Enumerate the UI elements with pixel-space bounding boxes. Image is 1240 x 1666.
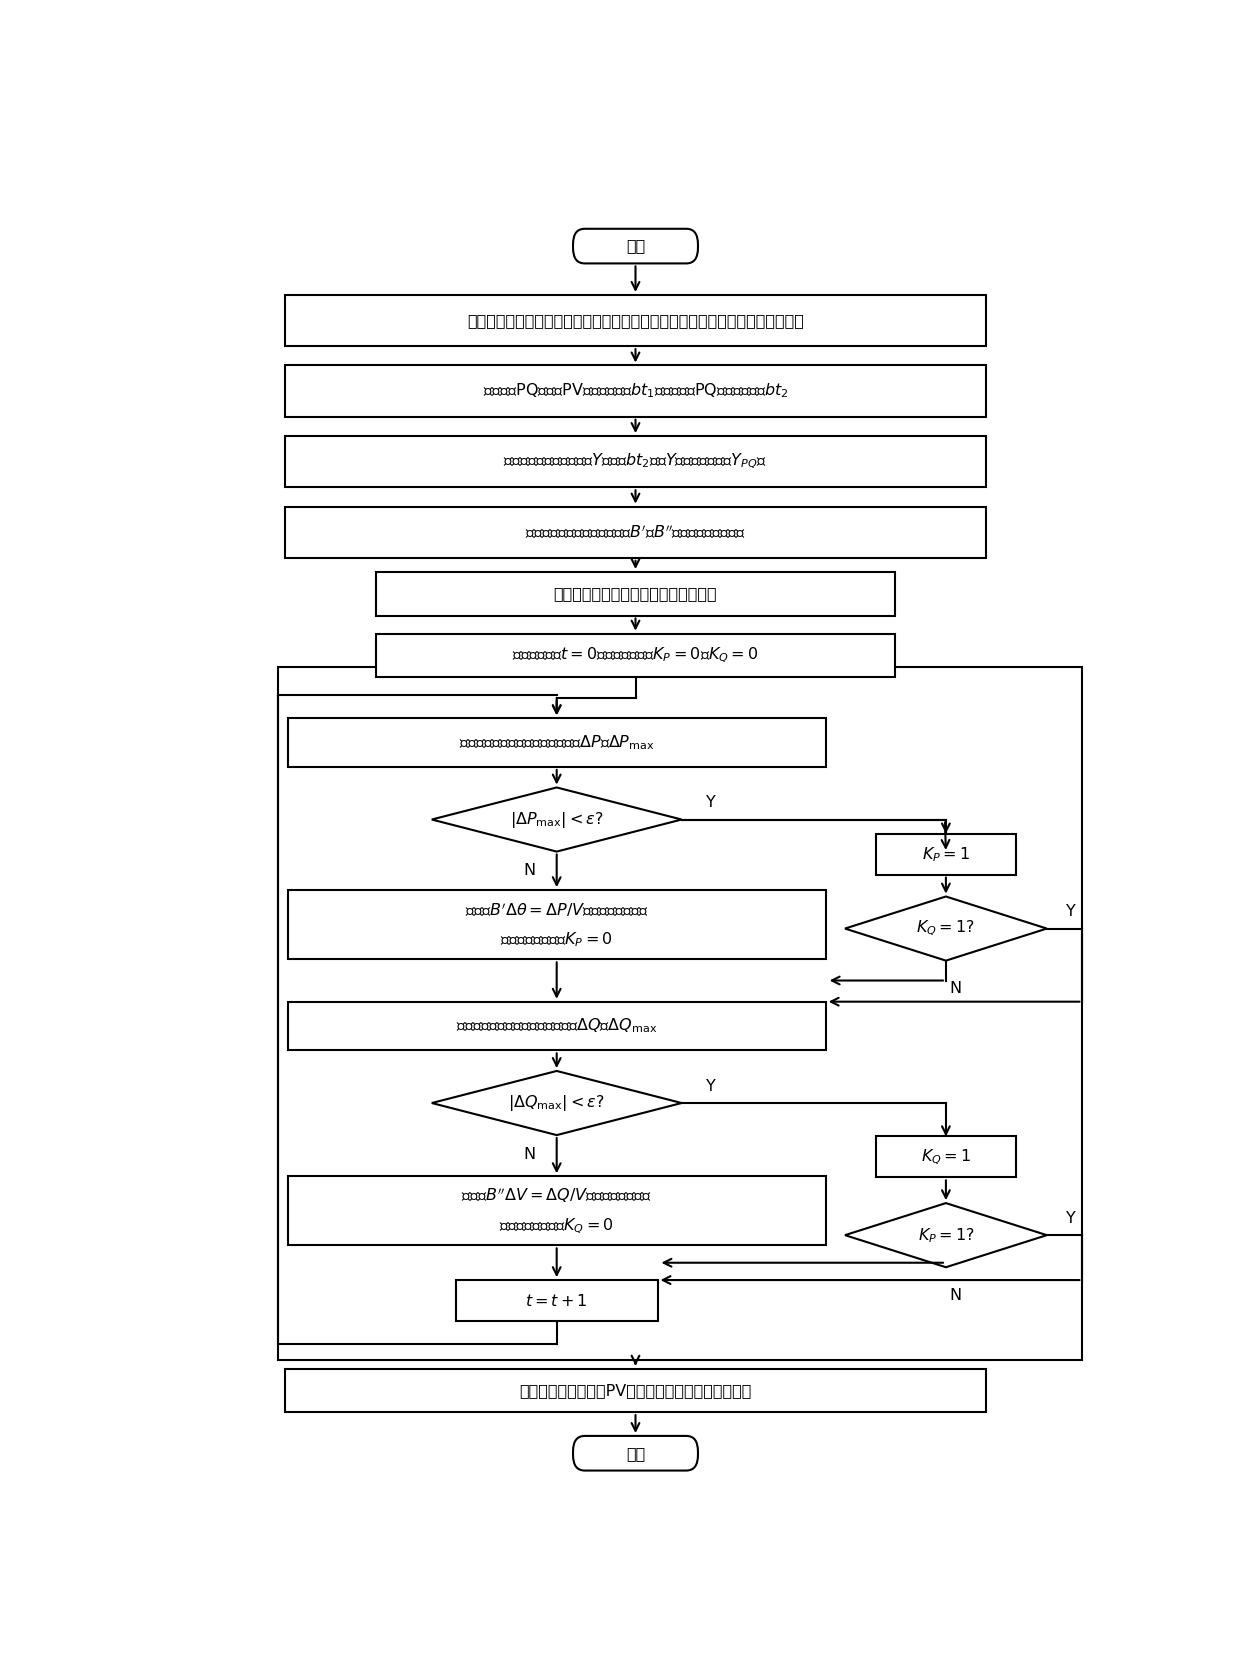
- FancyBboxPatch shape: [573, 1436, 698, 1471]
- Text: 形成修正方程的稀疏系数矩阵$B'$和$B''$，并进行因子表分解: 形成修正方程的稀疏系数矩阵$B'$和$B''$，并进行因子表分解: [525, 523, 746, 541]
- Bar: [285, 436, 986, 486]
- Bar: [877, 833, 1016, 875]
- Text: 开始: 开始: [626, 238, 645, 253]
- Text: N: N: [523, 1146, 536, 1161]
- Text: Y: Y: [1066, 905, 1076, 920]
- Text: 形成节点注入有功功率和无功功率向量: 形成节点注入有功功率和无功功率向量: [554, 586, 717, 601]
- Text: 解方程$B'\Delta\theta=\Delta P/V$，修正电压相角，: 解方程$B'\Delta\theta=\Delta P/V$，修正电压相角，: [465, 900, 649, 918]
- Text: $|\Delta P_{\mathrm{max}}|<\varepsilon$?: $|\Delta P_{\mathrm{max}}|<\varepsilon$?: [510, 810, 604, 830]
- Text: 形成节点的稀疏导纳矩阵$Y$，并按$bt_2$提取$Y$阵相应各行形成$Y_{PQ}$阵: 形成节点的稀疏导纳矩阵$Y$，并按$bt_2$提取$Y$阵相应各行形成$Y_{P…: [503, 451, 768, 471]
- Text: $t=t+1$: $t=t+1$: [526, 1293, 588, 1308]
- Bar: [288, 718, 826, 766]
- Polygon shape: [432, 1071, 682, 1135]
- Polygon shape: [432, 788, 682, 851]
- Text: N: N: [950, 1288, 961, 1303]
- Bar: [288, 1001, 826, 1051]
- Text: $K_P=1$?: $K_P=1$?: [918, 1226, 975, 1245]
- Text: 计算复功率，并计算无功不平衡量$\Delta Q$及$\Delta Q_{\mathrm{max}}$: 计算复功率，并计算无功不平衡量$\Delta Q$及$\Delta Q_{\ma…: [456, 1016, 657, 1035]
- Text: 形成记录PQ节点及PV节点号的数组$bt_1$，形成记录PQ节点号的数组$bt_2$: 形成记录PQ节点及PV节点号的数组$bt_1$，形成记录PQ节点号的数组$bt_…: [482, 382, 789, 400]
- Polygon shape: [844, 896, 1047, 961]
- Text: Y: Y: [706, 1080, 715, 1095]
- Bar: [288, 1176, 826, 1246]
- Text: $|\Delta Q_{\mathrm{max}}|<\varepsilon$?: $|\Delta Q_{\mathrm{max}}|<\varepsilon$?: [508, 1093, 605, 1113]
- Bar: [877, 1136, 1016, 1178]
- Polygon shape: [844, 1203, 1047, 1268]
- Bar: [376, 571, 895, 615]
- Text: 结束: 结束: [626, 1446, 645, 1461]
- Text: Y: Y: [1066, 1211, 1076, 1226]
- Text: 计算电压相量，令$K_Q=0$: 计算电压相量，令$K_Q=0$: [500, 1216, 614, 1236]
- Text: $K_Q=1$: $K_Q=1$: [921, 1148, 971, 1166]
- Bar: [456, 1279, 657, 1321]
- Text: 解方程$B''\Delta V=\Delta Q/V$，修正电压幅值，: 解方程$B''\Delta V=\Delta Q/V$，修正电压幅值，: [461, 1186, 652, 1205]
- Bar: [285, 365, 986, 416]
- FancyBboxPatch shape: [573, 228, 698, 263]
- Text: $K_Q=1$?: $K_Q=1$?: [916, 920, 976, 938]
- Text: 设置迭代计数$t=0$，设置收敛标志$K_P=0$，$K_Q=0$: 设置迭代计数$t=0$，设置收敛标志$K_P=0$，$K_Q=0$: [512, 646, 759, 665]
- Text: 计算复功率，并计算有功不平衡量$\Delta P$及$\Delta P_{\mathrm{max}}$: 计算复功率，并计算有功不平衡量$\Delta P$及$\Delta P_{\ma…: [459, 733, 655, 751]
- Text: N: N: [950, 981, 961, 996]
- Bar: [376, 633, 895, 676]
- Text: 计算电压相量，令$K_P=0$: 计算电压相量，令$K_P=0$: [500, 931, 613, 950]
- Text: 计算平衡节点功率及PV节点无功功率，计算支路功率: 计算平衡节点功率及PV节点无功功率，计算支路功率: [520, 1383, 751, 1398]
- Text: 原始数据输入和电压初始化，并形成电压相角单位相量向量和电压幅值向量初值: 原始数据输入和电压初始化，并形成电压相角单位相量向量和电压幅值向量初值: [467, 313, 804, 328]
- Text: $K_P=1$: $K_P=1$: [921, 845, 970, 863]
- Bar: [278, 666, 1083, 1359]
- Bar: [285, 506, 986, 558]
- Bar: [285, 295, 986, 347]
- Text: Y: Y: [706, 795, 715, 810]
- Bar: [285, 1368, 986, 1413]
- Bar: [288, 890, 826, 960]
- Text: N: N: [523, 863, 536, 878]
